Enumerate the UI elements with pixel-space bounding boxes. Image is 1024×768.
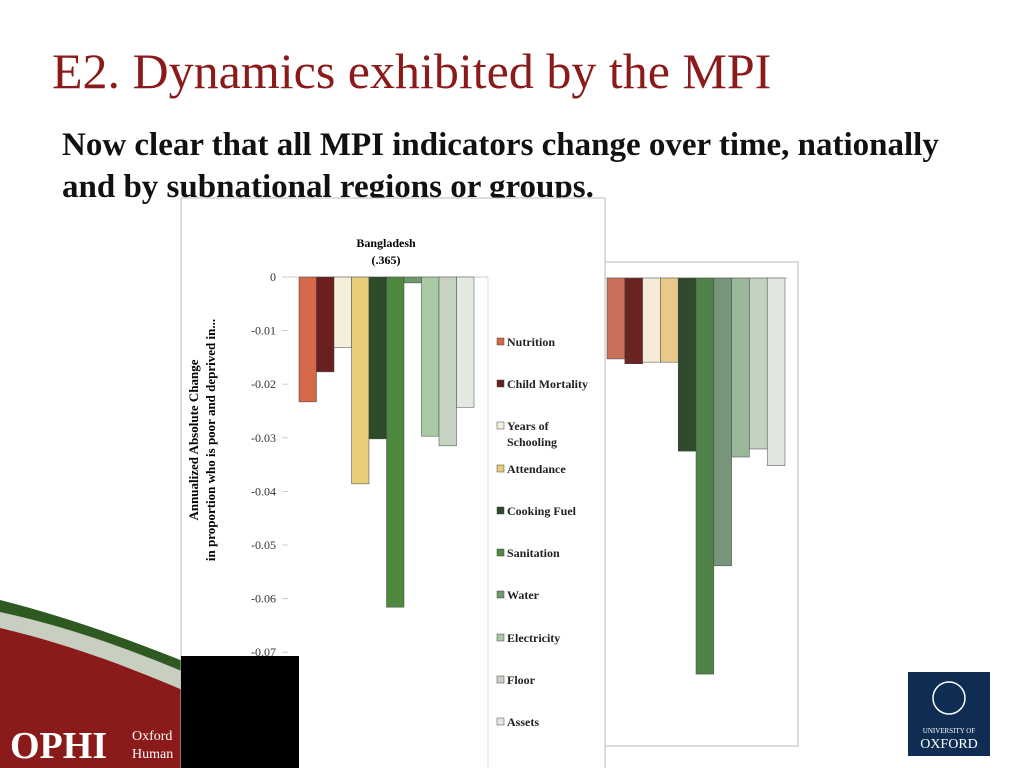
- y-tick-label: -0.04: [251, 484, 276, 498]
- ophi-brand: OPHI: [10, 725, 107, 767]
- bar: [713, 277, 732, 567]
- legend-swatch: [496, 379, 505, 388]
- y-axis-label: in proportion who is poor and deprived i…: [203, 319, 218, 561]
- y-tick-label: -0.06: [251, 592, 276, 606]
- bar: [298, 276, 317, 403]
- ophi-line: Oxford: [132, 729, 172, 744]
- bar: [624, 277, 643, 365]
- y-tick-label: 0: [270, 270, 276, 284]
- logo-text: OXFORD: [920, 737, 978, 752]
- oxford-crest: [932, 681, 966, 715]
- legend-swatch: [496, 675, 505, 684]
- legend-label: Assets: [507, 715, 539, 729]
- legend-label: Floor: [507, 673, 535, 687]
- legend-swatch: [496, 464, 505, 473]
- legend-swatch: [496, 590, 505, 599]
- y-axis-label: Annualized Absolute Change: [186, 359, 201, 520]
- bar: [749, 277, 768, 450]
- y-tick-label: -0.03: [251, 431, 276, 445]
- bar: [660, 277, 679, 363]
- legend-swatch: [496, 633, 505, 642]
- bar: [677, 277, 697, 452]
- bar: [351, 276, 370, 485]
- logo-text: UNIVERSITY OF: [923, 727, 976, 735]
- legend-swatch: [496, 506, 505, 515]
- y-tick-label: -0.02: [251, 377, 276, 391]
- legend-label: Child Mortality: [507, 377, 588, 391]
- legend-label: Cooking Fuel: [507, 504, 577, 518]
- chart-title: Bangladesh: [356, 236, 416, 250]
- legend-swatch: [496, 548, 505, 557]
- legend-swatch: [496, 717, 505, 726]
- legend-swatch: [496, 421, 505, 430]
- bar: [421, 276, 440, 437]
- bar: [316, 276, 335, 373]
- chart-subtitle: (.365): [372, 253, 401, 267]
- legend-label: Nutrition: [507, 335, 555, 349]
- bar: [731, 277, 750, 458]
- bar: [606, 277, 626, 360]
- bar: [766, 277, 786, 466]
- y-tick-label: -0.01: [251, 324, 276, 338]
- bar: [456, 276, 475, 408]
- legend-label: Sanitation: [507, 546, 560, 560]
- y-tick-label: -0.07: [251, 645, 276, 659]
- black-box: [181, 656, 299, 768]
- bar: [403, 276, 422, 284]
- bar: [642, 277, 661, 363]
- legend-label: Years of Schooling: [507, 419, 558, 449]
- bar: [368, 276, 387, 440]
- slide-title: E2. Dynamics exhibited by the MPI: [52, 43, 772, 99]
- bar: [438, 276, 457, 447]
- legend-swatch: [496, 337, 505, 346]
- legend-label: Water: [507, 588, 539, 602]
- bar: [386, 276, 405, 608]
- legend-label: Electricity: [507, 631, 561, 645]
- bar: [333, 276, 352, 349]
- y-tick-label: -0.05: [251, 538, 276, 552]
- legend-label: Attendance: [507, 462, 566, 476]
- bar: [695, 277, 715, 675]
- ophi-line: Human: [132, 747, 173, 762]
